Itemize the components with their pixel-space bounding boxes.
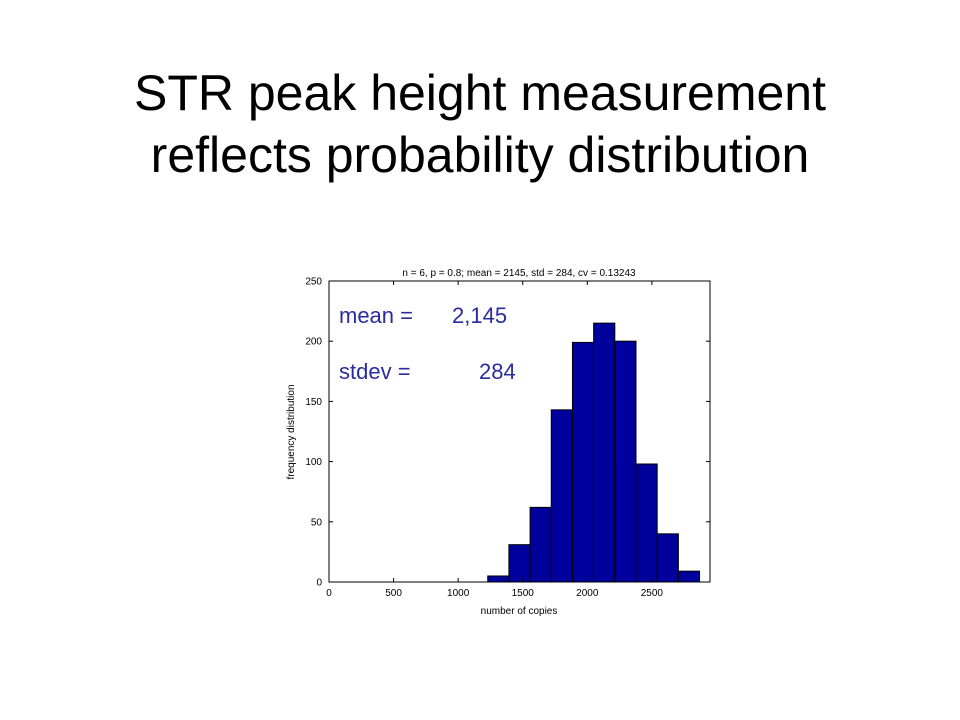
annotation-value: 2,145 — [452, 303, 507, 328]
histogram-bar — [508, 544, 531, 583]
slide-title-line-1: STR peak height measurement — [133, 65, 827, 121]
histogram-bar — [614, 340, 637, 583]
x-tick-label: 1500 — [512, 588, 535, 599]
histogram-bar — [550, 409, 573, 583]
y-tick-label: 250 — [305, 277, 322, 288]
slide-title: STR peak height measurement reflects pro… — [0, 62, 960, 186]
x-tick-label: 0 — [326, 588, 332, 599]
histogram-bar — [677, 570, 701, 583]
histogram-bar — [635, 463, 658, 583]
ticks-group: 0 500 1000 1500 2000 2500 0 50 100 150 200 250 — [305, 277, 710, 599]
x-tick-label: 2000 — [576, 588, 599, 599]
x-tick-label: 1000 — [447, 588, 470, 599]
histogram-bar — [529, 506, 552, 583]
y-tick-label: 150 — [305, 397, 322, 408]
annotation-label: stdev = — [339, 359, 411, 384]
y-tick-label: 200 — [305, 337, 322, 348]
histogram-bar — [656, 533, 679, 583]
annotations-group: mean = 2,145 stdev = 284 — [339, 303, 516, 384]
histogram-bar — [593, 322, 616, 583]
annotation-value: 284 — [479, 359, 516, 384]
histogram-bar — [571, 341, 595, 583]
histogram-bar — [487, 575, 510, 583]
bars-group — [487, 322, 701, 583]
y-tick-label: 100 — [305, 457, 322, 468]
x-tick-label: 2500 — [641, 588, 664, 599]
plot-frame — [328, 280, 711, 583]
y-axis-label: frequency distribution — [286, 384, 297, 479]
annotation-label: mean = — [339, 303, 413, 328]
slide-title-line-2: reflects probability distribution — [150, 127, 810, 183]
y-tick-label: 50 — [311, 517, 323, 528]
x-axis-label: number of copies — [481, 606, 558, 617]
x-tick-label: 500 — [385, 588, 402, 599]
y-tick-label: 0 — [316, 578, 322, 589]
chart-title: n = 6, p = 0.8; mean = 2145, std = 284, … — [402, 268, 636, 279]
